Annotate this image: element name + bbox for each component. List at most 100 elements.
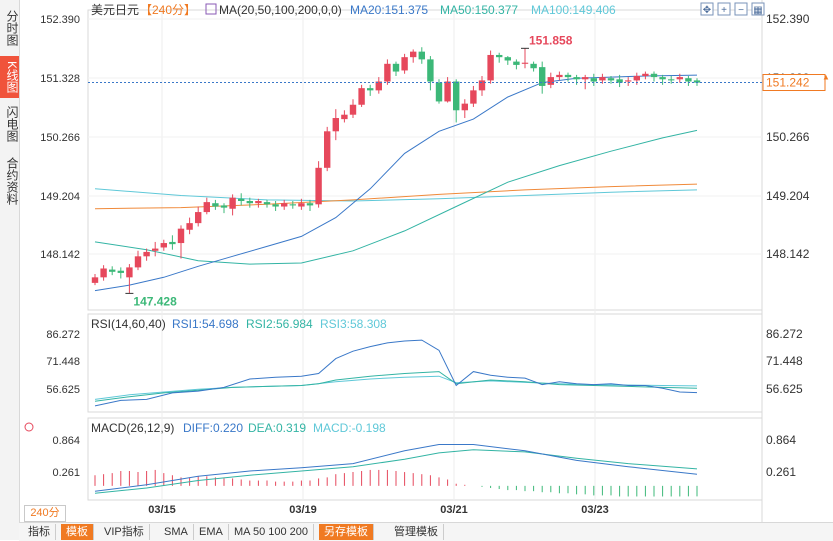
candle-down [504, 57, 511, 61]
date-label: 03/15 [148, 504, 176, 516]
macd-axis-label-left: 0.864 [52, 435, 80, 447]
ma50-line [94, 129, 698, 265]
candle-up [177, 228, 185, 244]
price-axis-label-right: 152.390 [766, 12, 810, 26]
bottom-bar-item-6[interactable]: 另存模板 [319, 524, 374, 540]
current-price-label: 151.242 [766, 76, 810, 90]
low-marker-label: 147.428 [133, 294, 177, 308]
candle-up [229, 197, 236, 209]
candle-up [478, 80, 486, 91]
rsi1-value: RSI1:54.698 [172, 317, 239, 331]
candle-down [650, 73, 658, 78]
side-tab-0[interactable]: 分时图 [5, 10, 19, 46]
sun-icon [24, 422, 34, 432]
candle-down [573, 77, 580, 80]
candle-up [487, 54, 494, 81]
move-icon-glyph: ✥ [703, 5, 711, 16]
candle-down [427, 59, 434, 82]
zoom-in-icon-glyph: + [721, 5, 727, 16]
candle-up [91, 277, 99, 283]
candle-down [668, 79, 675, 81]
ma20-value: MA20:151.375 [350, 3, 428, 17]
side-tab-2[interactable]: 闪电图 [5, 106, 19, 142]
up-arrow-icon: ▲ [822, 73, 830, 82]
ma50-value: MA50:150.377 [440, 3, 518, 17]
candle-up [547, 77, 554, 85]
side-tab-bar: 分时图 K线图闪电图合约资料 [0, 0, 20, 540]
candle-up [143, 251, 150, 257]
rsi-axis-label-left: 71.448 [46, 356, 80, 368]
candle-up [625, 80, 632, 82]
bottom-bar-item-1[interactable]: 模板 [61, 524, 94, 540]
candle-up [341, 114, 348, 120]
candle-down [539, 67, 546, 86]
zoom-out-icon [734, 2, 748, 16]
date-label: 03/23 [581, 504, 609, 516]
candle-up [203, 202, 210, 213]
candle-up [358, 88, 365, 105]
candle-up [186, 223, 193, 230]
symbol-title: 美元日元 [91, 3, 139, 17]
bottom-toolbar: 指标 模板 VIP指标 SMA EMA MA 50 100 200 另存模板 管理模板 [19, 522, 833, 541]
candle-down [392, 63, 400, 72]
candle-down [246, 201, 253, 204]
ma100-value: MA100:149.406 [531, 3, 616, 17]
candle-down [590, 78, 597, 82]
move-icon [700, 2, 714, 16]
candle-down [289, 204, 296, 206]
candle-down [659, 77, 666, 80]
diff-value: DIFF:0.220 [183, 421, 243, 435]
candle-up [324, 131, 331, 168]
bottom-bar-item-4[interactable]: EMA [194, 524, 229, 540]
price-axis-label-right: 150.266 [766, 130, 810, 144]
candle-down [212, 203, 219, 207]
candle-down [513, 61, 520, 65]
indicator-icon [205, 3, 217, 15]
date-label: 03/19 [289, 504, 317, 516]
rsi-axis-label-left: 56.625 [46, 384, 80, 396]
candle-down [220, 205, 228, 208]
candle-down [109, 269, 116, 272]
rsi1-line [94, 339, 698, 407]
candle-down [272, 204, 279, 207]
price-axis-label-right: 148.142 [766, 247, 810, 261]
dea-line [94, 449, 698, 494]
candle-up [556, 74, 563, 78]
period-selector[interactable]: 240分 ▲ [24, 505, 66, 534]
high-marker-label: 151.858 [529, 33, 573, 47]
candle-up [461, 103, 468, 111]
grid-icon-glyph: ▦ [753, 5, 762, 16]
side-tab-1[interactable]: K线图 [0, 56, 19, 98]
ma200-line [94, 188, 698, 202]
bottom-bar-item-2[interactable]: VIP指标 [99, 524, 150, 540]
zoom-out-icon-glyph: − [738, 5, 744, 16]
candle-up [676, 77, 683, 80]
macd-label: MACD(26,12,9) [91, 421, 174, 435]
candle-down [169, 241, 176, 245]
bottom-bar-item-5[interactable]: MA 50 100 200 [229, 524, 315, 540]
candle-down [263, 202, 271, 205]
candle-down [418, 51, 425, 60]
bottom-bar-item-0[interactable]: 指标 [23, 524, 56, 540]
rsi-axis-label-right: 56.625 [766, 382, 803, 396]
candle-down [117, 270, 124, 273]
price-axis-label-left: 148.142 [40, 249, 80, 261]
macd-value: MACD:-0.198 [313, 421, 386, 435]
rsi-label: RSI(14,60,40) [91, 317, 166, 331]
macd-axis-label-left: 0.261 [52, 467, 80, 479]
candle-up [444, 81, 451, 102]
candle-up [642, 73, 649, 76]
side-tab-3[interactable]: 合约资料 [5, 157, 19, 205]
candle-down [530, 63, 537, 69]
bottom-bar-item-3[interactable]: SMA [159, 524, 194, 540]
date-label: 03/21 [440, 504, 468, 516]
rsi-axis-label-right: 86.272 [766, 327, 803, 341]
candle-up [281, 203, 288, 207]
rsi3-value: RSI3:58.308 [320, 317, 387, 331]
candle-down [564, 74, 572, 78]
candle-up [375, 81, 382, 91]
price-axis-label-left: 150.266 [40, 132, 80, 144]
bottom-bar-item-7[interactable]: 管理模板 [389, 524, 444, 540]
candle-up [126, 267, 133, 278]
